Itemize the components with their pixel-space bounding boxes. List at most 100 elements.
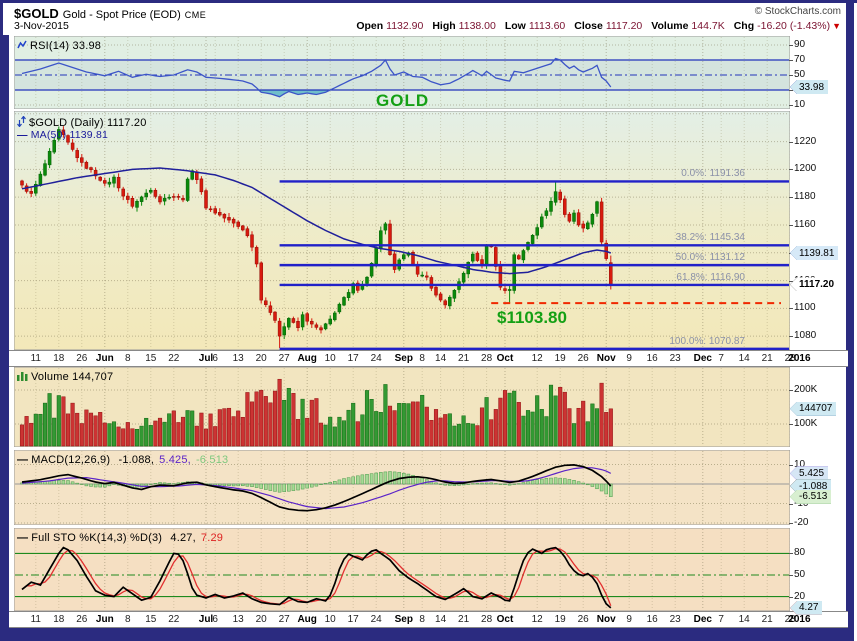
- x-axis-label: 18: [53, 353, 65, 364]
- x-axis-label: Oct: [496, 353, 514, 364]
- x-axis-label: 6: [212, 353, 218, 364]
- copyright: © StockCharts.com: [754, 6, 841, 17]
- x-axis-label: 28: [784, 614, 796, 625]
- macd-signal-value: 5.425,: [159, 454, 191, 466]
- fib-level-label: 100.0%: 1070.87: [669, 335, 745, 347]
- x-axis-label: Jun: [95, 614, 114, 625]
- x-axis-label: 9: [626, 614, 632, 625]
- x-axis-label: 24: [370, 353, 382, 364]
- change-down-arrow-icon: ▼: [832, 21, 841, 31]
- x-axis-label: 28: [784, 353, 796, 364]
- x-axis-label: Aug: [297, 353, 317, 364]
- volume-value-callout: 144707: [790, 401, 837, 416]
- x-axis-label: 28: [481, 614, 493, 625]
- x-axis-label: 8: [419, 353, 425, 364]
- quote-field-value: 1113.60: [528, 20, 566, 32]
- axis-tick-mark: [789, 596, 793, 598]
- last-price-callout: 1117.20: [790, 277, 839, 292]
- x-axis-label: 26: [76, 614, 88, 625]
- ma50-label-text: MA(50) 1139.81: [30, 129, 109, 141]
- x-axis-label: 12: [531, 353, 543, 364]
- x-axis-label: Nov: [596, 353, 616, 364]
- axis-tick-label: 20: [794, 590, 806, 602]
- axis-tick-label: 90: [794, 39, 806, 50]
- axis-tick-mark: [789, 523, 793, 524]
- macd-value: -1.088,: [118, 454, 155, 466]
- ma50-legend-swatch: —: [17, 129, 28, 141]
- axis-tick-label: 10: [794, 458, 806, 470]
- x-axis-label: 6: [212, 614, 218, 625]
- volume-label: Volume 144,707: [17, 371, 113, 383]
- gold-watermark: GOLD: [376, 91, 430, 110]
- x-axis-label: 28: [481, 353, 493, 364]
- x-axis-label: 2016: [788, 353, 811, 364]
- rsi-plot: [14, 36, 790, 109]
- x-axis-label: Jul: [198, 614, 214, 625]
- x-axis-label: 13: [232, 614, 244, 625]
- x-axis-label: 20: [255, 614, 267, 625]
- x-axis-label: 17: [347, 353, 359, 364]
- x-axis-label: 14: [435, 353, 447, 364]
- x-axis-label: 14: [435, 614, 447, 625]
- axis-tick-label: 70: [794, 54, 806, 65]
- fib-level-label: 50.0%: 1131.12: [675, 252, 745, 264]
- x-axis-label: 23: [669, 353, 681, 364]
- window-border-bottom: [0, 627, 854, 641]
- quote-date: 3-Nov-2015: [14, 20, 69, 32]
- stochastics-label: — Full STO %K(14,3) %D(3) 4.27, 7.29: [17, 532, 223, 544]
- axis-tick-mark: [789, 464, 793, 466]
- x-axis-label: 21: [761, 614, 773, 625]
- axis-tick-label: 1220: [794, 135, 817, 147]
- x-axis-label: 11: [30, 614, 41, 625]
- axis-tick-mark: [789, 60, 793, 61]
- x-axis-label: Sep: [394, 614, 413, 625]
- x-axis-label: 22: [168, 614, 180, 625]
- updown-arrows-icon: [17, 115, 26, 128]
- axis-tick-label: 1160: [794, 218, 816, 230]
- axis-tick-label: 1080: [794, 330, 817, 342]
- x-axis-label: Sep: [394, 353, 413, 364]
- x-axis-label: 21: [761, 353, 773, 364]
- quote-field-label: High: [432, 20, 456, 32]
- quote-field-label: Low: [504, 20, 526, 32]
- x-axis-label: 19: [554, 614, 566, 625]
- volume-label-text: Volume 144,707: [31, 371, 114, 383]
- x-axis-label: 22: [168, 353, 180, 364]
- x-axis-label: 24: [370, 614, 382, 625]
- rsi-indicator-icon: [17, 40, 27, 49]
- axis-tick-label: 1200: [794, 163, 817, 175]
- x-axis-bottom: 11 18 26 Jun 8 15 22 Jul 6 13 20 27 Aug 10 17 24 Sep 8 14 2…: [9, 611, 848, 628]
- macd-label: — MACD(12,26,9) -1.088, 5.425, -6.513: [17, 454, 228, 466]
- x-axis-label: Jun: [95, 353, 114, 364]
- axis-tick-mark: [789, 197, 793, 199]
- axis-tick-mark: [789, 105, 793, 106]
- x-axis-label: 7: [718, 614, 724, 625]
- x-axis-label: 18: [53, 614, 65, 625]
- axis-tick-label: 1100: [794, 302, 816, 314]
- ma50-value-callout: 1139.81: [790, 246, 839, 261]
- x-axis-label: 8: [125, 353, 131, 364]
- x-axis-label: 26: [76, 353, 88, 364]
- macd-value-callout: 5.425: [790, 466, 829, 481]
- sto-legend-swatch: —: [17, 532, 29, 544]
- axis-tick-label: 1180: [794, 191, 816, 203]
- x-axis-label: 14: [738, 614, 750, 625]
- axis-tick-mark: [789, 280, 793, 282]
- exchange: CME: [184, 10, 207, 20]
- rsi-value-callout: 33.98: [790, 80, 829, 94]
- stochastics-value-callout: 4.27: [790, 600, 823, 615]
- axis-tick-mark: [789, 308, 793, 310]
- sto-k-value: 4.27,: [170, 532, 196, 544]
- x-axis-label: 10: [324, 353, 336, 364]
- volume-bars-icon: [17, 372, 28, 381]
- rsi-label: RSI(14) 33.98: [17, 40, 101, 52]
- x-axis-label: Nov: [596, 614, 616, 625]
- fib-level-label: 38.2%: 1145.34: [675, 232, 745, 244]
- volume-plot: [14, 367, 790, 447]
- fib-level-label: 0.0%: 1191.36: [681, 168, 745, 180]
- x-axis-label: 8: [125, 614, 131, 625]
- x-axis-label: Oct: [496, 614, 514, 625]
- macd-histogram-value: -6.513: [195, 454, 229, 466]
- x-axis-label: Aug: [297, 614, 317, 625]
- axis-tick-mark: [789, 424, 793, 425]
